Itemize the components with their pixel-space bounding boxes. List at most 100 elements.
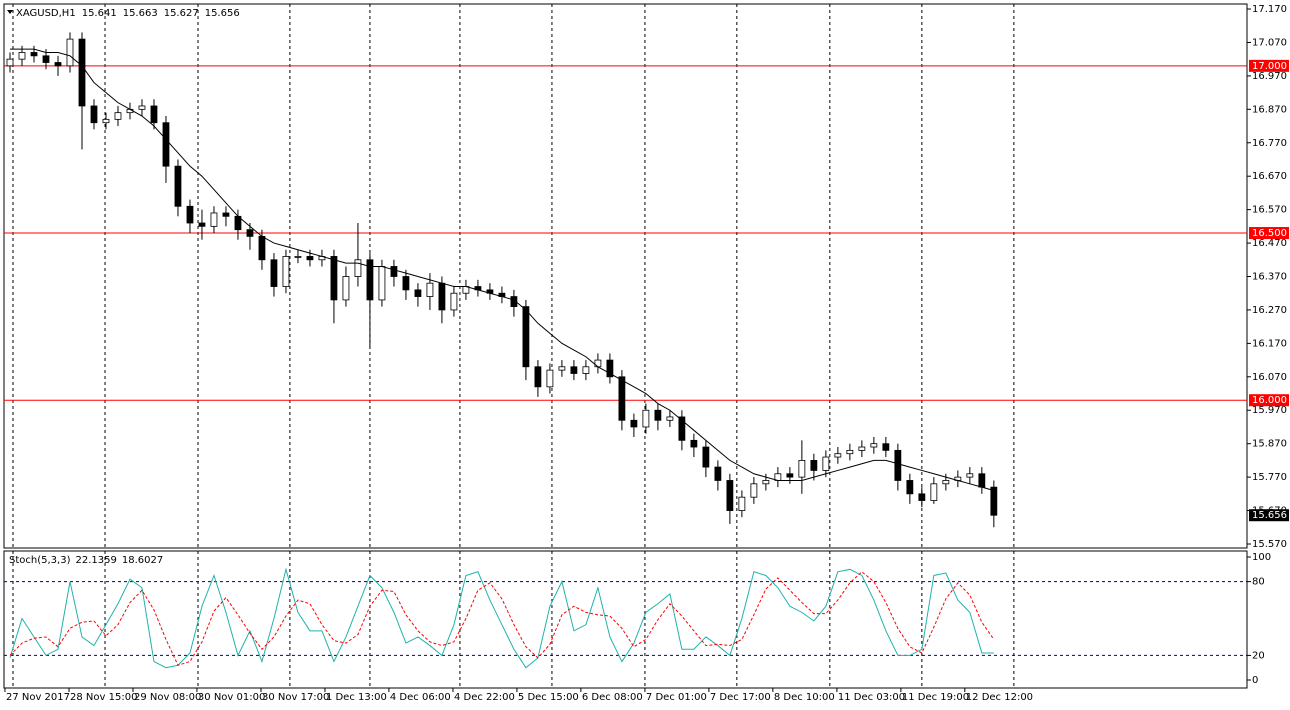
candle-body xyxy=(342,276,350,301)
candle-body xyxy=(738,496,746,511)
candle-body xyxy=(258,235,266,261)
candle-body xyxy=(378,266,386,301)
candle-body xyxy=(366,259,374,301)
candle-body xyxy=(594,359,602,368)
candle-body xyxy=(162,122,170,167)
candle-body xyxy=(306,256,314,261)
candle-body xyxy=(150,105,158,124)
y-tick-label: 16.870 xyxy=(1252,104,1287,115)
current-price: 15.656 xyxy=(1252,510,1287,521)
candle-body xyxy=(102,118,110,124)
x-tick-label: 7 Dec 01:00 xyxy=(646,692,707,703)
x-tick-label: 5 Dec 15:00 xyxy=(518,692,579,703)
candle-body xyxy=(966,473,974,478)
y-tick-label: 16.670 xyxy=(1252,171,1287,182)
candle-body xyxy=(642,409,650,428)
y-tick-label: 16.970 xyxy=(1252,71,1287,82)
price-pane xyxy=(3,3,1248,549)
y-tick-label: 0 xyxy=(1252,675,1258,686)
candle-body xyxy=(6,58,14,67)
candle-body xyxy=(726,480,734,511)
x-tick-label: 30 Nov 17:00 xyxy=(262,692,329,703)
candle-body xyxy=(654,409,662,421)
candle-body xyxy=(510,296,518,307)
candle-body xyxy=(978,473,986,488)
candle-body xyxy=(798,459,806,478)
candle-body xyxy=(42,55,50,63)
y-tick-label: 16.570 xyxy=(1252,205,1287,216)
candle-body xyxy=(246,229,254,237)
x-tick-label: 6 Dec 08:00 xyxy=(582,692,643,703)
y-tick-label: 80 xyxy=(1252,577,1265,588)
candle-body xyxy=(534,366,542,388)
y-tick-label: 100 xyxy=(1252,552,1271,563)
ohlc-value: 15.627 xyxy=(164,8,199,19)
candle-body xyxy=(450,292,458,311)
y-tick-label: 17.070 xyxy=(1252,37,1287,48)
candle-body xyxy=(18,52,26,60)
candle-body xyxy=(750,483,758,498)
y-tick-label: 16.370 xyxy=(1252,272,1287,283)
y-tick-label: 15.870 xyxy=(1252,439,1287,450)
candle-body xyxy=(762,480,770,485)
candle-body xyxy=(114,112,122,120)
candle-body xyxy=(390,266,398,277)
x-tick-label: 8 Dec 10:00 xyxy=(774,692,835,703)
level-label: 16.500 xyxy=(1252,228,1287,239)
candle-body xyxy=(846,449,854,455)
price-tag xyxy=(1249,509,1289,522)
candle-body xyxy=(666,416,674,421)
candle-body xyxy=(438,282,446,311)
candle-body xyxy=(174,165,182,207)
y-tick-label: 16.270 xyxy=(1252,305,1287,316)
indicator-value: 18.6027 xyxy=(122,555,163,566)
indicator-value: 22.1359 xyxy=(75,555,116,566)
candle-body xyxy=(282,256,290,287)
y-tick-label: 15.570 xyxy=(1252,539,1287,550)
indicator-name: Stoch(5,3,3) xyxy=(9,555,71,566)
y-tick-label: 16.470 xyxy=(1252,238,1287,249)
candle-body xyxy=(270,259,278,287)
ohlc-value: 15.663 xyxy=(123,8,158,19)
candle-body xyxy=(918,493,926,501)
indicator-title: Stoch(5,3,3) 22.1359 18.6027 xyxy=(9,555,163,566)
x-tick-label: 30 Nov 01:00 xyxy=(198,692,265,703)
candle-body xyxy=(402,276,410,291)
candle-body xyxy=(822,456,830,471)
candle-body xyxy=(894,449,902,481)
candle-body xyxy=(690,439,698,448)
y-tick-label: 16.170 xyxy=(1252,338,1287,349)
candle-body xyxy=(570,366,578,374)
stoch-d xyxy=(9,571,995,666)
ohlc-value: 15.656 xyxy=(205,8,240,19)
level-tag xyxy=(1249,394,1289,407)
y-tick-label: 17.170 xyxy=(1252,4,1287,15)
candle-body xyxy=(330,256,338,301)
y-tick-label: 16.070 xyxy=(1252,372,1287,383)
candle-body xyxy=(810,459,818,471)
symbol: XAGUSD,H1 xyxy=(16,8,76,19)
menu-arrow[interactable] xyxy=(7,10,13,14)
candle-body xyxy=(222,212,230,217)
y-tick-label: 20 xyxy=(1252,650,1265,661)
candle-body xyxy=(702,446,710,468)
y-tick-label: 15.770 xyxy=(1252,472,1287,483)
candle-body xyxy=(630,419,638,428)
candle-body xyxy=(858,446,866,451)
candle-body xyxy=(546,369,554,388)
x-tick-label: 7 Dec 17:00 xyxy=(710,692,771,703)
candle-body xyxy=(678,416,686,441)
candle-body xyxy=(90,105,98,124)
indicator-pane xyxy=(3,550,1248,689)
candle-body xyxy=(138,105,146,110)
y-tick-label: 16.770 xyxy=(1252,138,1287,149)
level-label: 16.000 xyxy=(1252,395,1287,406)
x-tick-label: 12 Dec 12:00 xyxy=(966,692,1033,703)
candle-body xyxy=(618,376,626,421)
chart-title: XAGUSD,H1 15.641 15.663 15.627 15.656 xyxy=(16,8,240,19)
candle-body xyxy=(930,483,938,501)
candle-body xyxy=(834,453,842,458)
candle-body xyxy=(606,359,614,378)
candle-body xyxy=(714,466,722,481)
